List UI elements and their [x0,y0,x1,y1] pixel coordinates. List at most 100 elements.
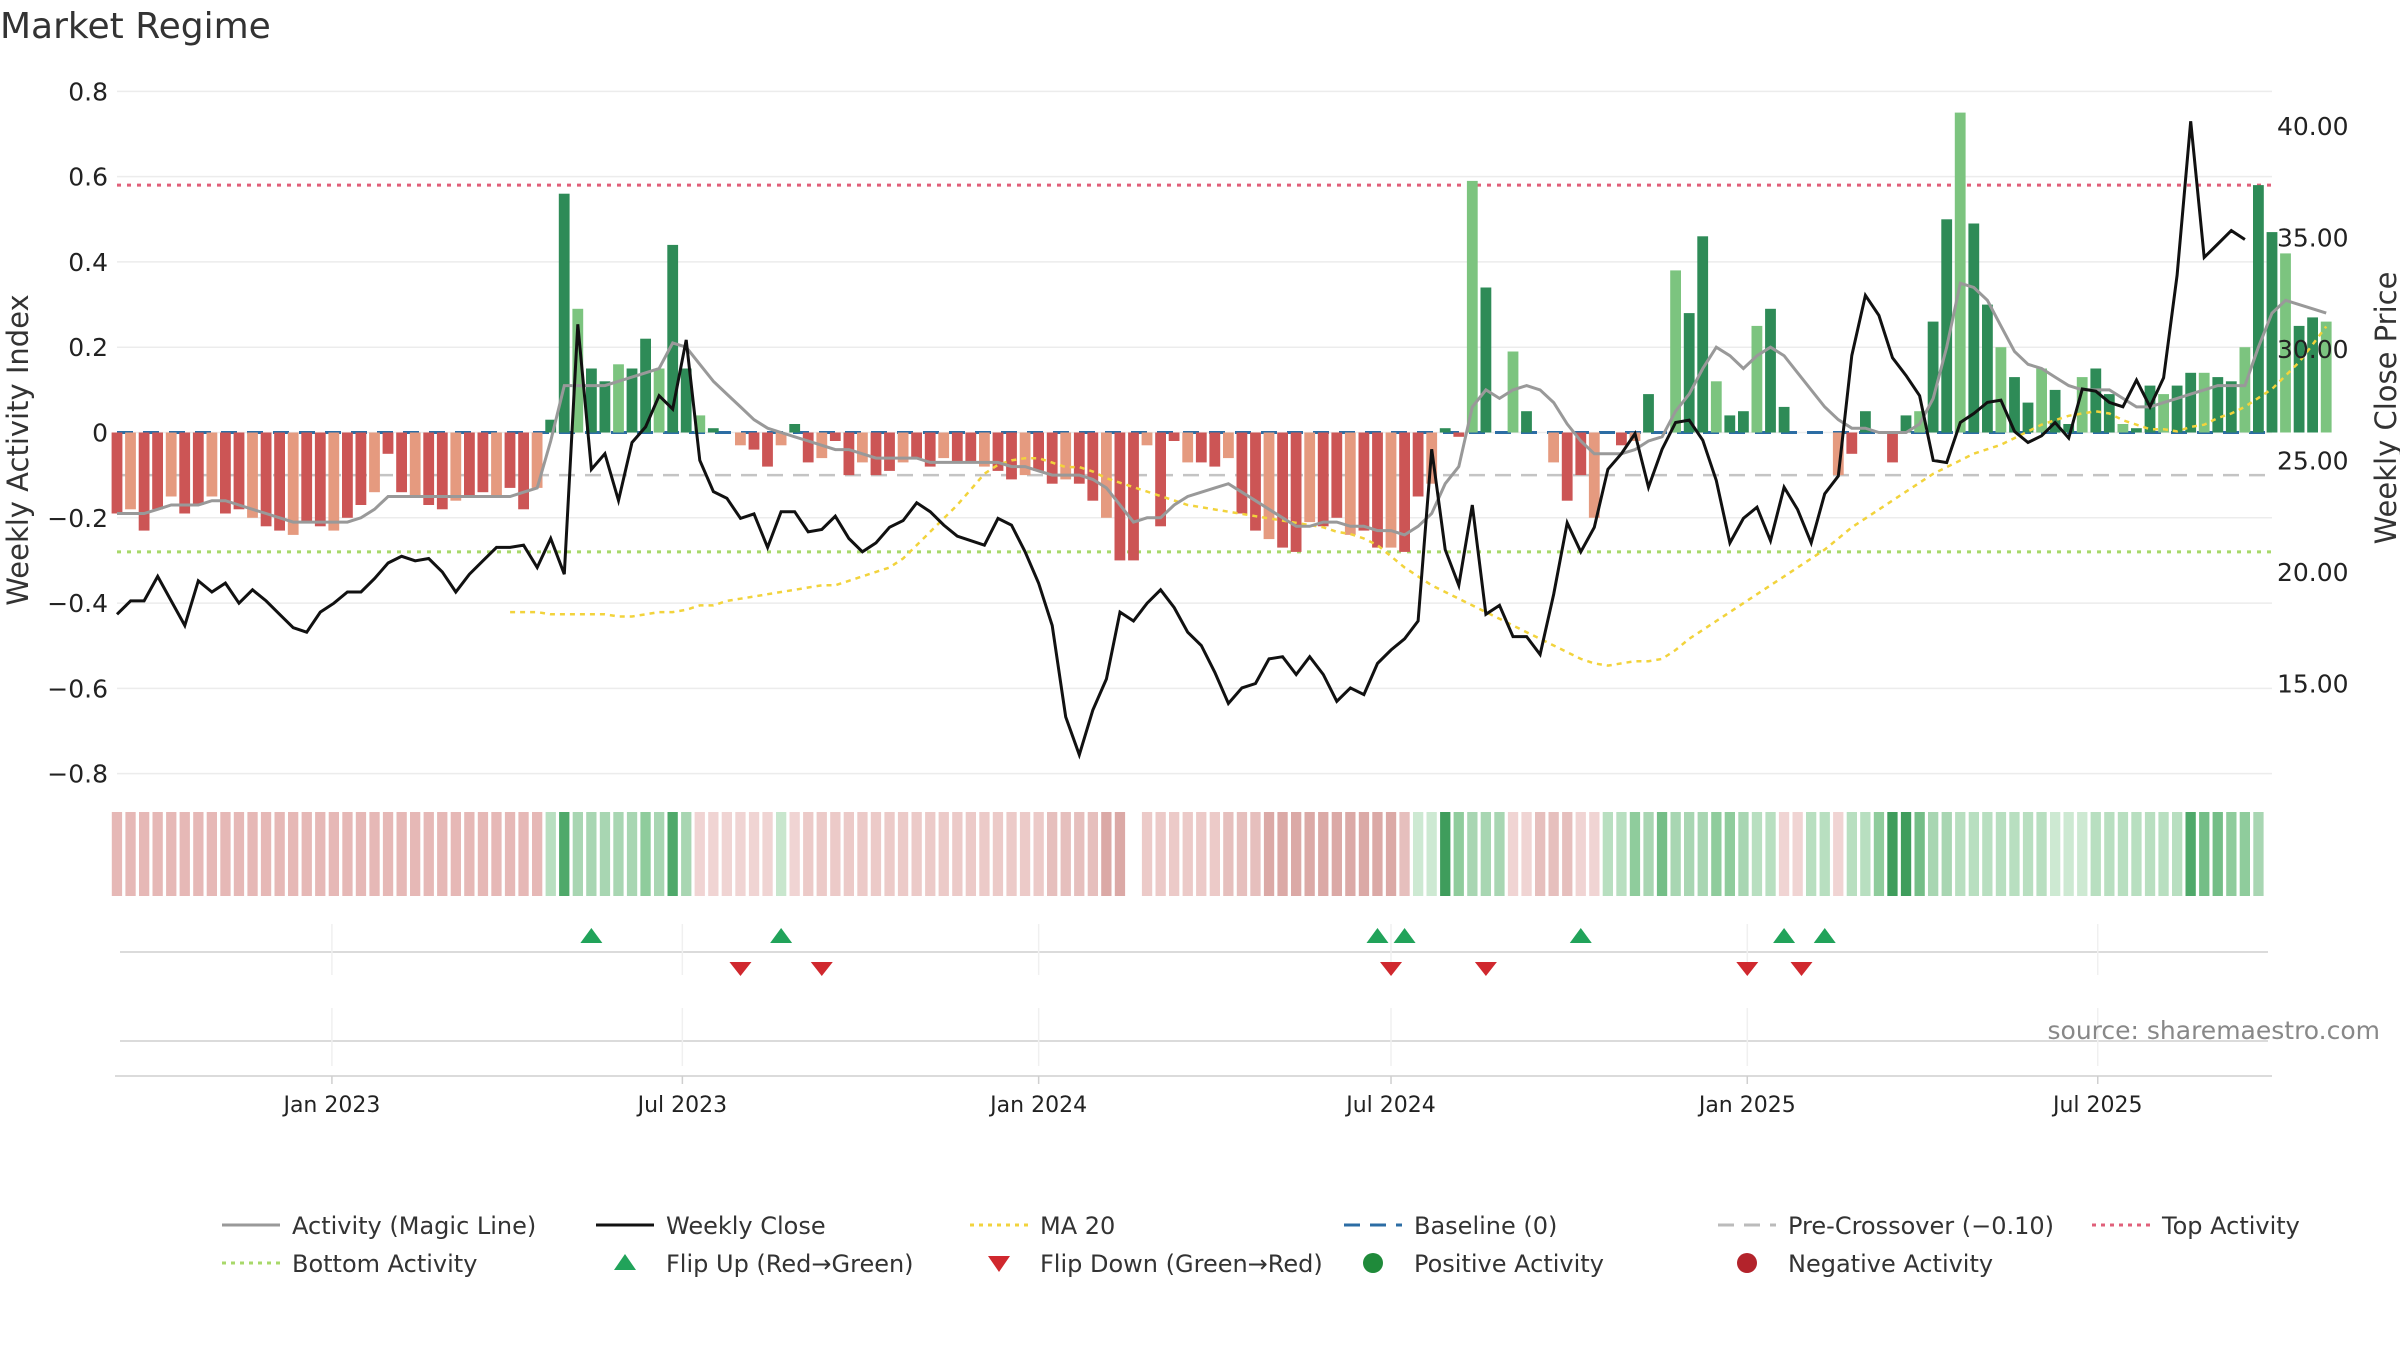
regime-cell [206,812,217,896]
regime-cell [2077,812,2088,896]
regime-cell [1900,812,1912,896]
activity-bar [1250,432,1261,531]
activity-bar [1860,411,1871,433]
legend-label: Baseline (0) [1414,1212,1557,1240]
activity-bar [884,432,895,471]
activity-bar [1724,415,1736,433]
activity-bar [924,432,936,467]
regime-cell [260,812,272,896]
regime-cell [626,812,638,896]
regime-cell [1209,812,1220,896]
activity-bar [233,432,245,510]
legend: Activity (Magic Line) Weekly Close MA 20 Ba… [222,1212,2300,1278]
activity-bar [1927,321,1939,433]
activity-bar [1941,219,1953,433]
activity-bar [1588,432,1600,518]
regime-cell [2036,812,2047,896]
activity-bar [1900,415,1912,433]
regime-cell [532,812,543,896]
y-right-tick-label: 35.00 [2277,223,2349,252]
regime-cell [2104,812,2115,896]
activity-bar [775,432,787,446]
regime-cell [315,812,326,896]
activity-bar [274,432,285,531]
flip-down-marker [1380,962,1403,976]
activity-bar [1507,351,1519,433]
regime-cell [1562,812,1573,896]
activity-bar [1290,432,1302,552]
y-right-tick-label: 25.00 [2277,446,2349,475]
legend-label: Flip Down (Green→Red) [1040,1250,1323,1278]
regime-cell [1453,812,1464,896]
activity-bar [992,432,1004,471]
flip-up-marker [770,928,793,943]
regime-cell [721,812,732,896]
regime-cell [1968,812,1979,896]
regime-cell [450,812,461,896]
regime-cell [1250,812,1261,896]
activity-bar [1114,432,1126,561]
activity-bar [152,432,163,510]
activity-bar [2049,389,2061,433]
regime-cell [1643,812,1654,896]
activity-bar [2307,317,2318,433]
regime-cell [2063,812,2074,896]
activity-bar [1697,236,1709,433]
regime-cell [1846,812,1857,896]
left-axis-ticks: 0.8 0.6 0.4 0.2 0 −0.2 −0.4 −0.6 −0.8 [47,77,108,788]
regime-cell [1358,812,1370,896]
y-left-tick-label: −0.4 [47,589,108,618]
regime-cell [1440,812,1451,896]
regime-cell [870,812,882,896]
activity-bar [369,432,380,493]
regime-cell [1738,812,1749,896]
regime-cell [1141,812,1153,896]
flip-up-marker [1773,928,1796,943]
activity-bar [748,432,760,450]
regime-cell [2144,812,2156,896]
activity-bar [2212,377,2224,433]
legend-label: Top Activity [2161,1212,2300,1240]
regime-cell [1155,812,1166,896]
activity-bar [545,419,557,433]
regime-cell [1697,812,1708,896]
activity-magic-line [117,281,2327,537]
activity-bar [1385,432,1397,548]
regime-cell [1331,812,1342,896]
y-left-tick-label: −0.6 [47,674,108,703]
activity-bar [382,432,394,454]
activity-bar [857,432,868,463]
activity-bar [409,432,421,497]
regime-cell [2022,812,2034,896]
regime-cell [735,812,746,896]
activity-bar [491,432,502,497]
activity-bar [640,338,651,433]
regime-cell [830,812,841,896]
regime-cell [2050,812,2061,896]
activity-bar [477,432,489,493]
activity-bar [626,368,638,433]
regime-cell [139,812,150,896]
regime-cell [477,812,489,896]
activity-bar [1466,180,1478,433]
regime-cell [911,812,922,896]
activity-bar [531,432,543,488]
series-lines [115,121,2328,760]
y-left-tick-label: 0 [92,419,108,448]
activity-bar [843,432,855,476]
regime-cell [599,812,611,896]
legend-item-bottom: Bottom Activity [222,1250,477,1278]
activity-bar [1344,432,1356,535]
legend-swatch [614,1254,636,1270]
activity-bar [2131,428,2142,433]
y-right-tick-label: 20.00 [2277,558,2349,587]
activity-bar [1277,432,1288,548]
y-left-tick-label: −0.8 [47,760,108,789]
regime-cell [1887,812,1898,896]
regime-cell [897,812,909,896]
activity-bar [206,432,218,497]
activity-bar [572,308,584,433]
activity-bar [911,432,922,459]
activity-bar [1155,432,1166,527]
